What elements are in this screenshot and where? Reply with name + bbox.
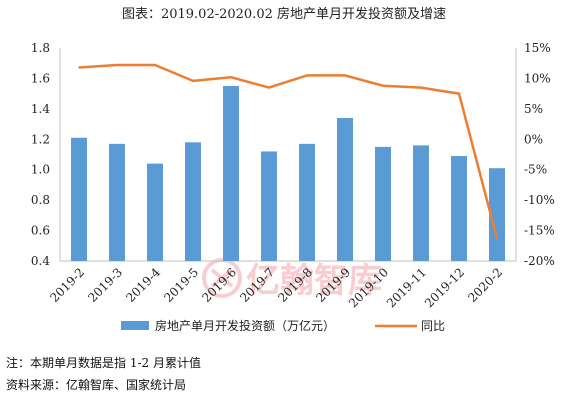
right-axis-tick-label: 15% (524, 41, 551, 55)
line-point (496, 237, 498, 240)
line-point (230, 76, 232, 79)
svg-text:亿翰智库: 亿翰智库 (246, 261, 382, 301)
line-point (382, 84, 384, 87)
chart-note: 注：本期单月数据是指 1-2 月累计值 (6, 356, 201, 370)
bar (185, 142, 201, 261)
right-axis-tick-label: 0% (524, 132, 543, 146)
x-axis-tick-label: 2020-2 (465, 265, 505, 305)
right-axis-tick-label: -20% (524, 254, 555, 268)
left-axis-tick-label: 1.8 (31, 41, 50, 55)
bar (413, 145, 429, 261)
line-point (306, 74, 308, 77)
line-point (154, 64, 156, 66)
left-axis-tick-label: 1.0 (31, 163, 50, 177)
right-axis-tick-label: -5% (524, 163, 547, 177)
left-axis-tick-label: 0.4 (31, 254, 50, 268)
right-axis-tick-label: 10% (524, 71, 551, 85)
bar (375, 146, 391, 261)
bar (451, 156, 467, 261)
legend-label-line: 同比 (421, 319, 445, 333)
left-axis-tick-label: 1.4 (31, 102, 50, 116)
line-point (116, 64, 118, 66)
watermark-logo: 亿翰智库 (202, 258, 382, 301)
line-point (420, 86, 422, 89)
left-axis-tick-label: 0.6 (31, 224, 50, 238)
bar (147, 163, 163, 261)
line-point (78, 66, 80, 69)
bar (223, 86, 239, 262)
line-point (192, 80, 194, 82)
bar (71, 137, 87, 261)
x-axis-tick-label: 2019-4 (123, 265, 163, 305)
line-point (344, 74, 346, 77)
x-axis-tick-label: 2019-5 (161, 265, 201, 305)
right-axis-tick-label: 5% (524, 102, 543, 116)
x-axis-tick-label: 2019-3 (85, 265, 125, 305)
chart-title: 图表：2019.02-2020.02 房地产单月开发投资额及增速 (122, 6, 446, 22)
left-axis-tick-label: 1.6 (31, 71, 50, 85)
chart-source: 资料来源：亿翰智库、国家统计局 (6, 378, 187, 392)
left-axis-tick-label: 0.8 (31, 193, 50, 207)
line-point (458, 92, 460, 95)
bar (299, 143, 315, 261)
right-axis-tick-label: -15% (524, 224, 555, 238)
line-point (268, 86, 270, 89)
bar (489, 168, 505, 261)
bar (261, 151, 277, 261)
series-line-yoy (78, 63, 499, 239)
x-axis-tick-label: 2019-2 (47, 265, 87, 305)
bar (109, 143, 125, 261)
x-axis-tick-label: 2019-11 (384, 265, 429, 310)
right-axis-tick-label: -10% (524, 193, 555, 207)
legend-label-bar: 房地产单月开发投资额（万亿元） (155, 318, 335, 333)
left-axis-tick-label: 1.2 (31, 132, 50, 146)
legend-swatch-bar (121, 321, 149, 330)
x-axis-tick-label: 2019-12 (422, 265, 467, 310)
bar (337, 117, 353, 261)
